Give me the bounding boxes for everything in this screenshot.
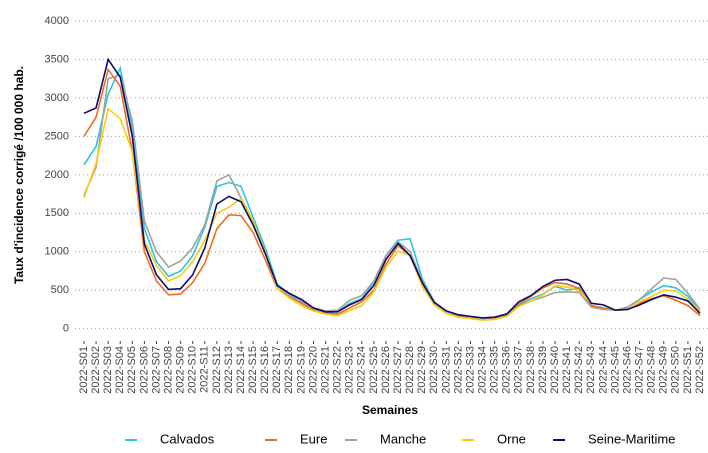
y-tick-label: 2000 bbox=[45, 169, 69, 181]
x-tick-label: 2022-S03 bbox=[102, 346, 114, 394]
legend-label: Orne bbox=[497, 431, 526, 446]
x-tick-label: 2022-S31 bbox=[440, 346, 452, 394]
x-tick-label: 2022-S40 bbox=[549, 346, 561, 394]
x-tick-label: 2022-S50 bbox=[670, 346, 682, 394]
x-tick-label: 2022-S18 bbox=[283, 346, 295, 394]
x-tick-label: 2022-S38 bbox=[525, 346, 537, 394]
x-tick-label: 2022-S15 bbox=[247, 346, 259, 394]
x-tick-label: 2022-S37 bbox=[513, 346, 525, 394]
legend-label: Eure bbox=[300, 431, 327, 446]
y-tick-label: 1500 bbox=[45, 207, 69, 219]
y-tick-label: 3500 bbox=[45, 53, 69, 65]
y-tick-label: 500 bbox=[51, 284, 69, 296]
x-tick-label: 2022-S39 bbox=[537, 346, 549, 394]
x-tick-label: 2022-S02 bbox=[90, 346, 102, 394]
x-tick-label: 2022-S44 bbox=[597, 346, 609, 394]
x-tick-label: 2022-S12 bbox=[211, 346, 223, 394]
x-tick-label: 2022-S51 bbox=[682, 346, 694, 394]
x-tick-label: 2022-S29 bbox=[416, 346, 428, 394]
y-axis-title: Taux d'incidence corrigé /100 000 hab. bbox=[12, 66, 26, 284]
series-line bbox=[83, 65, 701, 319]
x-tick-label: 2022-S48 bbox=[646, 346, 658, 394]
x-tick-label: 2022-S32 bbox=[452, 346, 464, 394]
x-tick-label: 2022-S17 bbox=[271, 346, 283, 394]
series-line bbox=[83, 73, 701, 320]
x-tick-label: 2022-S04 bbox=[114, 346, 126, 394]
x-tick-label: 2022-S20 bbox=[307, 346, 319, 394]
x-tick-label: 2022-S46 bbox=[621, 346, 633, 394]
x-tick-label: 2022-S43 bbox=[585, 346, 597, 394]
x-tick-label: 2022-S23 bbox=[344, 346, 356, 394]
legend-label: Seine-Maritime bbox=[588, 431, 675, 446]
legend-label: Calvados bbox=[160, 431, 215, 446]
y-tick-label: 2500 bbox=[45, 130, 69, 142]
x-tick-label: 2022-S09 bbox=[175, 346, 187, 394]
y-tick-label: 1000 bbox=[45, 246, 69, 258]
y-tick-label: 0 bbox=[63, 323, 69, 335]
x-tick-label: 2022-S41 bbox=[561, 346, 573, 394]
x-tick-label: 2022-S42 bbox=[573, 346, 585, 394]
x-tick-label: 2022-S47 bbox=[634, 346, 646, 394]
legend-label: Manche bbox=[380, 431, 426, 446]
y-tick-label: 4000 bbox=[45, 15, 69, 27]
x-tick-label: 2022-S07 bbox=[150, 346, 162, 394]
x-tick-label: 2022-S11 bbox=[199, 346, 211, 393]
x-tick-label: 2022-S25 bbox=[368, 346, 380, 394]
x-tick-label: 2022-S30 bbox=[428, 346, 440, 394]
x-tick-label: 2022-S28 bbox=[404, 346, 416, 394]
x-tick-label: 2022-S01 bbox=[78, 346, 90, 394]
series-line bbox=[83, 57, 701, 319]
x-tick-label: 2022-S34 bbox=[476, 346, 488, 394]
x-tick-label: 2022-S24 bbox=[356, 346, 368, 394]
x-axis-title: Semaines bbox=[362, 403, 418, 417]
x-tick-label: 2022-S22 bbox=[332, 346, 344, 394]
x-tick-label: 2022-S14 bbox=[235, 346, 247, 394]
x-tick-label: 2022-S13 bbox=[223, 346, 235, 394]
x-tick-label: 2022-S52 bbox=[694, 346, 706, 394]
x-tick-label: 2022-S06 bbox=[138, 346, 150, 394]
x-tick-label: 2022-S10 bbox=[187, 346, 199, 394]
x-tick-label: 2022-S08 bbox=[162, 346, 174, 394]
x-tick-label: 2022-S19 bbox=[295, 346, 307, 394]
x-tick-label: 2022-S36 bbox=[501, 346, 513, 394]
x-tick-label: 2022-S35 bbox=[489, 346, 501, 394]
x-tick-label: 2022-S21 bbox=[319, 346, 331, 394]
series-line bbox=[83, 67, 701, 320]
x-tick-label: 2022-S33 bbox=[464, 346, 476, 394]
x-tick-label: 2022-S16 bbox=[259, 346, 271, 394]
x-tick-label: 2022-S26 bbox=[380, 346, 392, 394]
y-tick-label: 3000 bbox=[45, 92, 69, 104]
x-tick-label: 2022-S49 bbox=[658, 346, 670, 394]
x-tick-label: 2022-S05 bbox=[126, 346, 138, 394]
x-tick-label: 2022-S27 bbox=[392, 346, 404, 394]
x-tick-label: 2022-S45 bbox=[609, 346, 621, 394]
